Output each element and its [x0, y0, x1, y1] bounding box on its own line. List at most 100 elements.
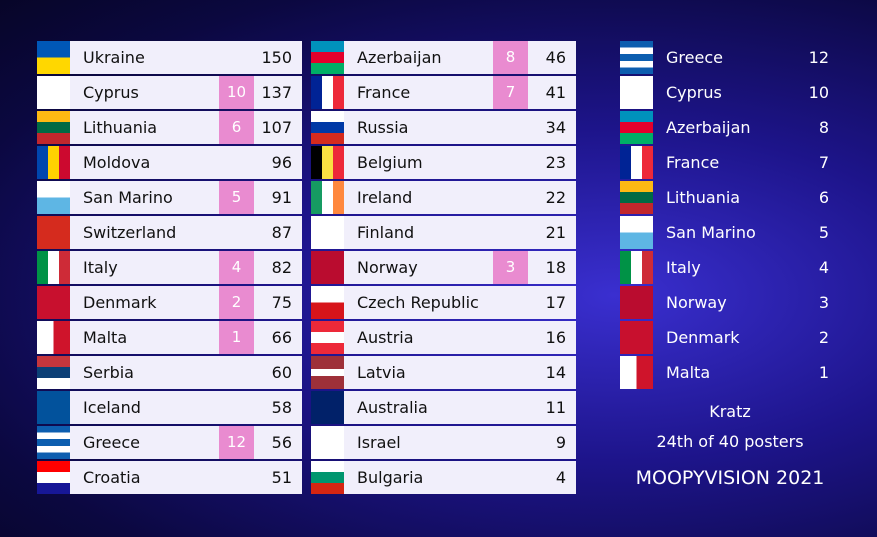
country-name: Czech Republic [357, 293, 479, 312]
flag [311, 321, 344, 354]
table-row: Moldova 96 [37, 146, 302, 179]
table-row: Switzerland 87 [37, 216, 302, 249]
country-name: Malta [666, 363, 711, 382]
total-score: 21 [545, 223, 566, 242]
flag [37, 286, 70, 319]
flag [311, 356, 344, 389]
points-given: 5 [818, 223, 829, 242]
total-score: 14 [545, 363, 566, 382]
flag [37, 391, 70, 424]
country-name: Australia [357, 398, 428, 417]
vote-row: Cyprus 10 [620, 76, 835, 109]
points-given: 2 [818, 328, 829, 347]
country-name: San Marino [83, 188, 173, 207]
flag [311, 111, 344, 144]
vote-row: Lithuania 6 [620, 181, 835, 214]
table-row: Azerbaijan 8 46 [311, 41, 576, 74]
points-received: 5 [219, 181, 254, 214]
vote-row: Denmark 2 [620, 321, 835, 354]
flag [620, 321, 653, 354]
flag [37, 426, 70, 459]
table-row: Latvia 14 [311, 356, 576, 389]
country-name: Lithuania [666, 188, 741, 207]
table-row: Greece 12 56 [37, 426, 302, 459]
event-title: MOOPYVISION 2021 [635, 467, 825, 489]
country-name: Ukraine [83, 48, 145, 67]
flag [37, 111, 70, 144]
flag [311, 146, 344, 179]
country-name: Azerbaijan [666, 118, 751, 137]
table-row: Norway 3 18 [311, 251, 576, 284]
table-row: Malta 1 66 [37, 321, 302, 354]
votes-list: Greece 12 Cyprus 10 Azerbaijan 8 France 7 Lithua… [620, 41, 835, 391]
points-received: 12 [219, 426, 254, 459]
flag [620, 41, 653, 74]
points-given: 4 [818, 258, 829, 277]
flag [311, 181, 344, 214]
flag [620, 181, 653, 214]
flag [311, 76, 344, 109]
total-score: 11 [545, 398, 566, 417]
table-column: Azerbaijan 8 46 France 7 41 Russia 34 Belgium 23 I… [311, 41, 576, 496]
flag [311, 41, 344, 74]
points-given: 8 [818, 118, 829, 137]
points-received: 6 [219, 111, 254, 144]
total-score: 4 [555, 468, 566, 487]
country-name: France [357, 83, 411, 102]
country-name: Denmark [83, 293, 157, 312]
total-score: 16 [545, 328, 566, 347]
table-row: Italy 4 82 [37, 251, 302, 284]
country-name: Switzerland [83, 223, 177, 242]
total-score: 137 [261, 83, 292, 102]
table-row: Czech Republic 17 [311, 286, 576, 319]
country-name: Italy [666, 258, 701, 277]
country-name: Croatia [83, 468, 141, 487]
flag [37, 251, 70, 284]
table-row: Iceland 58 [37, 391, 302, 424]
country-name: Denmark [666, 328, 740, 347]
table-row: Croatia 51 [37, 461, 302, 494]
flag [37, 76, 70, 109]
points-given: 3 [818, 293, 829, 312]
flag [37, 181, 70, 214]
table-row: Austria 16 [311, 321, 576, 354]
flag [620, 76, 653, 109]
table-row: Australia 11 [311, 391, 576, 424]
vote-row: Italy 4 [620, 251, 835, 284]
flag [37, 216, 70, 249]
points-given: 1 [818, 363, 829, 382]
vote-row: France 7 [620, 146, 835, 179]
vote-row: Norway 3 [620, 286, 835, 319]
total-score: 34 [545, 118, 566, 137]
country-name: Greece [83, 433, 140, 452]
flag [311, 391, 344, 424]
vote-row: Azerbaijan 8 [620, 111, 835, 144]
country-name: Cyprus [83, 83, 139, 102]
rank: 24th of 40 posters [656, 432, 804, 451]
flag [311, 216, 344, 249]
points-given: 12 [808, 48, 829, 67]
total-score: 107 [261, 118, 292, 137]
total-score: 22 [545, 188, 566, 207]
table-row: Lithuania 6 107 [37, 111, 302, 144]
points-given: 7 [818, 153, 829, 172]
country-name: Cyprus [666, 83, 722, 102]
table-row: Ireland 22 [311, 181, 576, 214]
points-given: 10 [808, 83, 829, 102]
country-name: Lithuania [83, 118, 158, 137]
country-name: Malta [83, 328, 128, 347]
vote-row: Malta 1 [620, 356, 835, 389]
total-score: 23 [545, 153, 566, 172]
table-column: Ukraine 150 Cyprus 10 137 Lithuania 6 107 Moldov… [37, 41, 302, 496]
total-score: 9 [555, 433, 566, 452]
total-score: 91 [271, 188, 292, 207]
voter: Kratz [709, 402, 751, 421]
country-name: Moldova [83, 153, 151, 172]
total-score: 66 [271, 328, 292, 347]
table-row: Israel 9 [311, 426, 576, 459]
table-row: Denmark 2 75 [37, 286, 302, 319]
country-name: San Marino [666, 223, 756, 242]
total-score: 58 [271, 398, 292, 417]
table-row: Belgium 23 [311, 146, 576, 179]
table-row: Serbia 60 [37, 356, 302, 389]
